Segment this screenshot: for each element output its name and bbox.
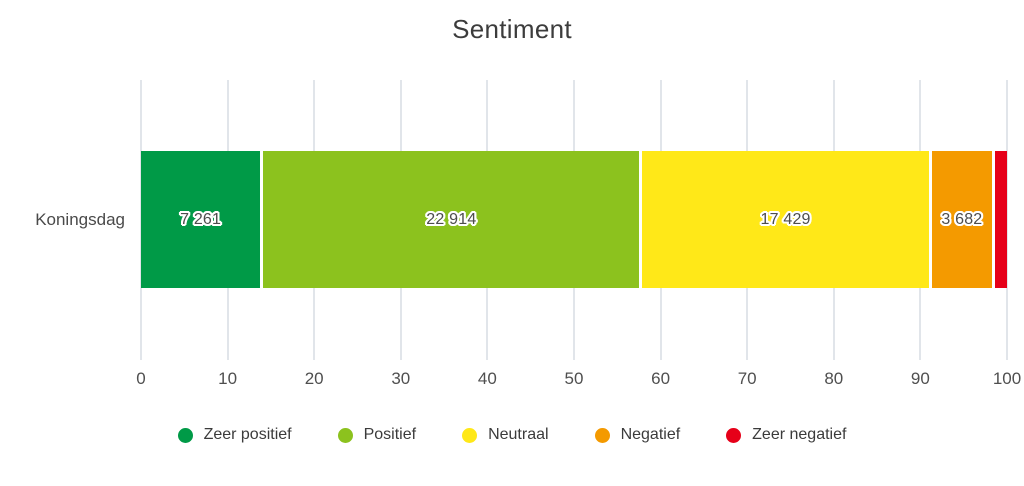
legend-item-positief[interactable]: Positief [337, 426, 417, 444]
x-tick-label: 50 [564, 369, 584, 388]
legend-item-zeer-negatief[interactable]: Zeer negatief [726, 426, 846, 444]
bar-segment-neutraal[interactable]: 17 429 [642, 151, 929, 288]
legend-item-negatief[interactable]: Negatief [594, 426, 681, 444]
x-tick-label: 10 [218, 369, 238, 388]
x-tick-label: 100 [992, 369, 1022, 388]
x-tick-label: 60 [651, 369, 671, 388]
stacked-bar: 7 261 22 914 17 429 3 682 [141, 151, 1007, 288]
segment-value-label: 17 429 [760, 210, 811, 228]
legend-swatch-icon [462, 427, 478, 443]
bar-segment-positief[interactable]: 22 914 [263, 151, 640, 288]
x-tick-label: 0 [136, 369, 146, 388]
segment-value-label: 22 914 [426, 210, 477, 228]
x-tick-label: 30 [391, 369, 411, 388]
legend-label: Zeer negatief [752, 426, 847, 443]
legend-item-neutraal[interactable]: Neutraal [462, 426, 549, 444]
x-tick-label: 80 [824, 369, 844, 388]
bar-segment-zeer-positief[interactable]: 7 261 [141, 151, 261, 288]
plot-area: 7 261 22 914 17 429 3 682 [140, 80, 1008, 360]
legend-label: Positief [363, 426, 417, 443]
gridline [1006, 80, 1008, 360]
x-tick-label: 90 [910, 369, 930, 388]
chart-title: Sentiment [452, 14, 572, 44]
legend-swatch-icon [594, 427, 610, 443]
legend-swatch-icon [337, 427, 353, 443]
bar-segment-zeer-negatief[interactable] [995, 151, 1007, 288]
x-tick-label: 40 [477, 369, 497, 388]
legend: Zeer positief Positief Neutraal Negatief Zee… [0, 426, 1024, 444]
segment-value-label: 3 682 [941, 210, 983, 228]
legend-label: Negatief [620, 426, 681, 443]
legend-swatch-icon [177, 427, 193, 443]
x-axis: 0 10 20 30 40 50 60 70 80 90 100 [136, 369, 1021, 393]
x-tick-label: 20 [304, 369, 324, 388]
legend-label: Neutraal [488, 426, 549, 443]
legend-item-zeer-positief[interactable]: Zeer positief [177, 426, 292, 444]
legend-swatch-icon [726, 427, 742, 443]
category-label: Koningsdag [35, 209, 125, 229]
x-tick-label: 70 [737, 369, 757, 388]
bar-segment-negatief[interactable]: 3 682 [931, 151, 993, 288]
legend-label: Zeer positief [203, 426, 292, 443]
segment-value-label: 7 261 [180, 210, 222, 228]
